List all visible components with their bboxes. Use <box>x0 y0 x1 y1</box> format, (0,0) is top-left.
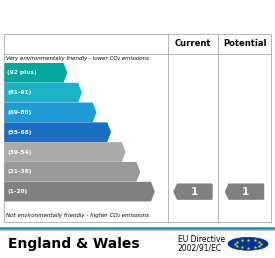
Circle shape <box>228 237 268 250</box>
Text: (21-38): (21-38) <box>7 169 32 174</box>
Polygon shape <box>5 123 110 141</box>
Text: B: B <box>82 87 89 98</box>
Text: F: F <box>140 167 147 177</box>
Text: Current: Current <box>175 39 211 48</box>
Polygon shape <box>5 143 125 161</box>
Text: (69-80): (69-80) <box>7 110 31 115</box>
Polygon shape <box>5 83 81 102</box>
Text: Not environmentally friendly - higher CO₂ emissions: Not environmentally friendly - higher CO… <box>6 213 149 217</box>
Text: G: G <box>155 187 163 197</box>
Text: (81-91): (81-91) <box>7 90 31 95</box>
Text: (39-54): (39-54) <box>7 149 31 155</box>
Polygon shape <box>226 184 263 199</box>
Polygon shape <box>174 184 212 199</box>
Text: A: A <box>67 68 75 78</box>
Text: England & Wales: England & Wales <box>8 237 140 252</box>
Polygon shape <box>5 64 67 82</box>
Polygon shape <box>5 163 139 181</box>
Text: 1: 1 <box>190 187 198 197</box>
Text: Environmental Impact (CO₂) Rating: Environmental Impact (CO₂) Rating <box>21 9 254 22</box>
Text: (92 plus): (92 plus) <box>7 70 37 75</box>
Text: EU Directive: EU Directive <box>178 235 225 244</box>
Polygon shape <box>5 182 154 201</box>
Text: 2002/91/EC: 2002/91/EC <box>178 243 222 252</box>
Text: C: C <box>96 107 103 117</box>
Text: Potential: Potential <box>223 39 266 48</box>
Polygon shape <box>5 103 96 122</box>
Text: 1: 1 <box>242 187 249 197</box>
Text: D: D <box>111 127 119 137</box>
Text: E: E <box>125 147 132 157</box>
Text: Very environmentally friendly - lower CO₂ emissions: Very environmentally friendly - lower CO… <box>6 56 149 61</box>
Text: (1-20): (1-20) <box>7 189 27 194</box>
Text: (55-68): (55-68) <box>7 130 32 135</box>
